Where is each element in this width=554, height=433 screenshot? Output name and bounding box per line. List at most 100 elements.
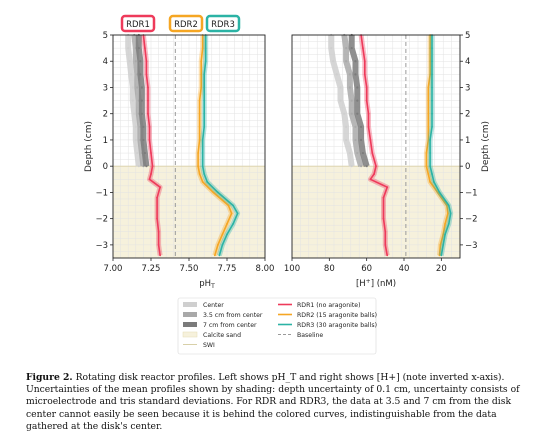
y-tick-label: 1	[103, 136, 108, 146]
data-point-rdr1	[371, 152, 374, 154]
x-tick-label: 7.00	[104, 264, 123, 274]
data-point-rdr3	[429, 165, 432, 168]
data-point-rdr1	[363, 73, 366, 76]
data-point-rdr1	[367, 112, 370, 115]
data-point-rdr2	[221, 233, 224, 236]
data-point-rdr2	[429, 181, 432, 183]
data-point-far	[356, 112, 359, 115]
data-point-rdr1	[363, 60, 366, 63]
data-point-far	[145, 165, 148, 168]
data-point-mid	[354, 125, 357, 128]
x-tick-label: 40	[399, 264, 410, 274]
data-point-far	[142, 138, 145, 142]
y-tick-label: 3	[103, 83, 108, 93]
data-point-rdr1	[156, 196, 158, 199]
data-point-rdr3	[203, 86, 206, 89]
data-point-rdr1	[150, 173, 152, 175]
data-point-center	[130, 73, 133, 76]
legend-box	[177, 297, 377, 355]
data-point-center	[339, 99, 342, 102]
legend-label: Calcite sand	[203, 332, 241, 339]
data-point-far	[140, 99, 143, 102]
data-point-rdr2	[197, 165, 200, 168]
data-point-center	[131, 86, 134, 89]
data-point-rdr3	[226, 233, 228, 236]
y-tick-label: 1	[465, 136, 470, 146]
data-point-rdr3	[232, 204, 234, 207]
data-point-rdr3	[236, 212, 239, 215]
data-point-rdr2	[438, 254, 441, 257]
data-point-center	[331, 60, 335, 63]
data-point-rdr3	[218, 254, 221, 257]
data-point-center	[348, 151, 351, 155]
data-point-center	[345, 125, 348, 128]
data-point-far	[365, 165, 368, 168]
data-point-center	[133, 112, 136, 115]
x-tick-label: 100	[284, 264, 300, 274]
x-axis-label: [H+] (nM)	[356, 278, 396, 289]
data-point-far	[140, 86, 143, 89]
data-point-rdr2	[429, 60, 432, 63]
data-point-rdr1	[157, 230, 160, 233]
data-point-mid	[354, 138, 357, 142]
data-point-rdr3	[204, 47, 207, 50]
data-point-far	[359, 125, 363, 128]
legend-label: RDR2 (15 aragonite balls)	[297, 312, 377, 319]
data-point-rdr1	[375, 165, 377, 168]
legend-swatch-far	[183, 322, 197, 327]
data-point-mid	[348, 86, 351, 89]
data-point-rdr1	[365, 99, 368, 102]
data-point-center	[350, 165, 353, 168]
y-tick-label: 2	[103, 110, 108, 120]
legend-swatch-sand	[182, 331, 198, 338]
data-point-rdr1	[369, 139, 372, 141]
data-point-far	[350, 47, 353, 50]
data-point-rdr1	[151, 165, 154, 168]
y-tick-label: 4	[103, 57, 108, 67]
data-point-rdr2	[427, 125, 430, 128]
data-point-far	[142, 125, 145, 128]
data-point-rdr1	[367, 125, 370, 128]
x-tick-label: 80	[324, 264, 335, 274]
data-point-rdr2	[198, 112, 201, 115]
data-point-rdr2	[427, 99, 430, 102]
x-tick-label: 60	[361, 264, 372, 274]
data-point-rdr2	[226, 222, 228, 225]
data-point-center	[343, 112, 346, 115]
y-tick-label: −3	[465, 241, 478, 251]
data-point-center	[131, 99, 134, 102]
data-point-rdr1	[373, 173, 376, 175]
data-point-rdr3	[201, 152, 204, 154]
data-point-rdr2	[227, 204, 230, 207]
data-point-rdr1	[148, 178, 151, 181]
data-point-rdr3	[431, 86, 433, 89]
data-point-far	[361, 151, 365, 155]
data-point-rdr1	[362, 47, 364, 50]
x-tick-label: 7.50	[180, 264, 199, 274]
data-point-rdr2	[439, 243, 442, 246]
data-point-mid	[348, 73, 351, 76]
data-point-rdr3	[438, 191, 441, 194]
data-point-center	[345, 138, 348, 142]
y-tick-label: 2	[465, 110, 470, 120]
data-point-rdr3	[203, 125, 206, 128]
data-point-mid	[356, 151, 359, 155]
data-point-rdr2	[425, 165, 428, 168]
data-point-rdr1	[159, 254, 162, 257]
data-point-rdr3	[449, 212, 452, 215]
data-point-center	[128, 60, 131, 63]
data-point-rdr1	[148, 125, 151, 128]
caption-text: Rotating disk reactor profiles. Left sho…	[26, 372, 520, 432]
y-tick-label: 5	[103, 31, 108, 41]
legend-swatch-center	[183, 302, 197, 307]
data-point-far	[139, 73, 142, 76]
legend-label: Center	[203, 302, 224, 309]
x-tick-label: 20	[436, 264, 447, 274]
data-point-rdr1	[159, 186, 162, 189]
legend-label: Baseline	[297, 332, 323, 339]
data-point-rdr3	[431, 125, 433, 128]
data-point-mid	[134, 60, 137, 63]
data-point-rdr1	[384, 230, 387, 233]
tag-rdr3	[205, 14, 241, 33]
